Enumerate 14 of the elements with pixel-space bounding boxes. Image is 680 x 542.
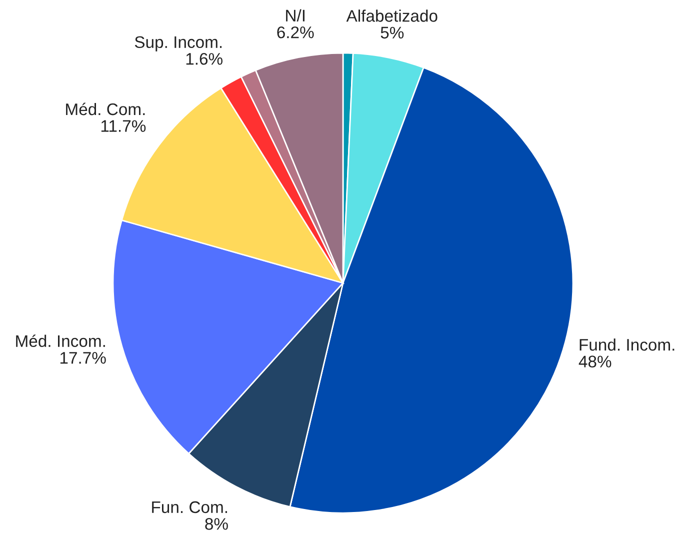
data-label: 11.7% [101,120,146,132]
data-label: 6.2% [277,26,314,38]
data-label: 48% [578,356,612,368]
slice-label: Alfabetizado [346,10,438,22]
slice-label: Fun. Com. [152,501,228,514]
slice-label: N/I [286,9,304,22]
data-label: 5% [380,26,404,39]
slice-label: Méd. Incom. [16,334,105,348]
slice-label: Fund. Incom. [580,338,674,351]
slice-label: Méd. Com. [66,102,145,116]
data-label: 8% [205,518,228,530]
slice-label: Sup. Incom. [134,36,222,52]
data-label: 17.7% [60,352,106,364]
data-label: 1.6% [186,52,222,65]
